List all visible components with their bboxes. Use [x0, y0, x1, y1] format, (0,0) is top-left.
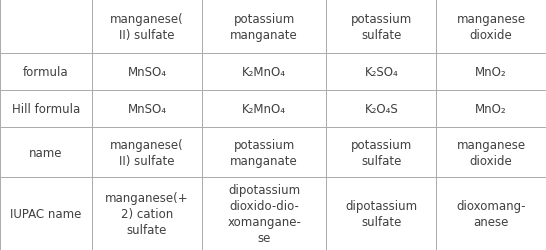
- Text: potassium
manganate: potassium manganate: [230, 138, 298, 167]
- Text: manganese
dioxide: manganese dioxide: [456, 138, 526, 167]
- Text: MnSO₄: MnSO₄: [127, 103, 167, 116]
- Text: K₂O₄S: K₂O₄S: [364, 103, 398, 116]
- Text: potassium
sulfate: potassium sulfate: [351, 138, 412, 167]
- Text: manganese(+
2) cation
sulfate: manganese(+ 2) cation sulfate: [105, 191, 189, 236]
- Text: Hill formula: Hill formula: [12, 103, 80, 116]
- Text: K₂MnO₄: K₂MnO₄: [242, 66, 286, 79]
- Text: manganese
dioxide: manganese dioxide: [456, 12, 526, 42]
- Text: potassium
sulfate: potassium sulfate: [351, 12, 412, 42]
- Text: K₂SO₄: K₂SO₄: [364, 66, 398, 79]
- Text: dipotassium
dioxido-dio-
xomangane-
se: dipotassium dioxido-dio- xomangane- se: [227, 184, 301, 244]
- Text: name: name: [29, 146, 63, 159]
- Text: MnO₂: MnO₂: [475, 66, 507, 79]
- Text: MnSO₄: MnSO₄: [127, 66, 167, 79]
- Text: manganese(
II) sulfate: manganese( II) sulfate: [110, 12, 184, 42]
- Text: dipotassium
sulfate: dipotassium sulfate: [345, 199, 417, 228]
- Text: dioxomang-
anese: dioxomang- anese: [456, 199, 526, 228]
- Text: K₂MnO₄: K₂MnO₄: [242, 103, 286, 116]
- Text: potassium
manganate: potassium manganate: [230, 12, 298, 42]
- Text: MnO₂: MnO₂: [475, 103, 507, 116]
- Text: formula: formula: [23, 66, 69, 79]
- Text: IUPAC name: IUPAC name: [10, 207, 82, 220]
- Text: manganese(
II) sulfate: manganese( II) sulfate: [110, 138, 184, 167]
